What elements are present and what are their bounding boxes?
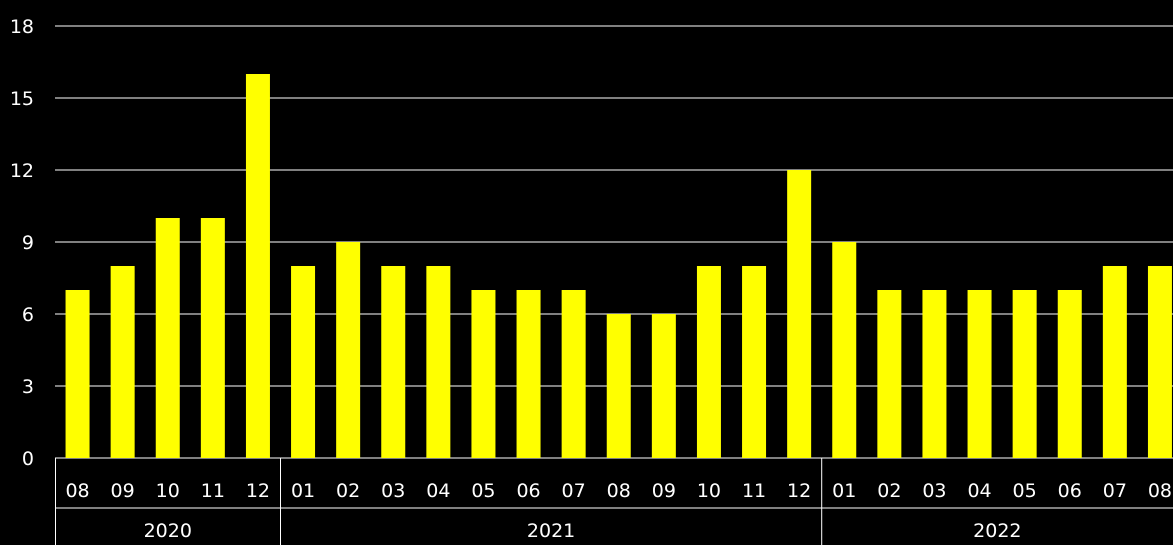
x-category-label: 11 — [201, 480, 225, 502]
bar — [200, 218, 225, 458]
x-category-label: 08 — [607, 480, 631, 502]
bar — [110, 266, 135, 458]
x-axis: 08 09 10 11 12 01 02 03 04 05 06 07 08 09 10 11 12 01 02 03… — [55, 458, 1173, 545]
bar — [381, 266, 406, 458]
bar — [336, 242, 361, 458]
bar — [155, 218, 180, 458]
x-category-label: 02 — [877, 480, 901, 502]
x-category-label: 01 — [832, 480, 856, 502]
y-tick-label: 15 — [10, 88, 34, 110]
x-group-label: 2020 — [144, 520, 192, 542]
x-category-label: 04 — [967, 480, 991, 502]
x-category-label: 02 — [336, 480, 360, 502]
x-category-label: 09 — [111, 480, 135, 502]
x-group-label: 2021 — [527, 520, 575, 542]
x-category-label: 11 — [742, 480, 766, 502]
bar — [1102, 266, 1127, 458]
x-category-label: 12 — [246, 480, 270, 502]
y-tick-label: 9 — [22, 232, 34, 254]
x-category-label: 06 — [1058, 480, 1082, 502]
y-tick-label: 6 — [22, 304, 34, 326]
bar — [471, 290, 496, 458]
y-tick-label: 12 — [10, 160, 34, 182]
x-category-label: 05 — [471, 480, 495, 502]
x-category-label: 08 — [1148, 480, 1172, 502]
x-category-label: 12 — [787, 480, 811, 502]
bar — [696, 266, 721, 458]
bar — [877, 290, 902, 458]
x-category-label: 10 — [156, 480, 180, 502]
x-category-label: 01 — [291, 480, 315, 502]
x-category-label: 04 — [426, 480, 450, 502]
bar — [651, 314, 676, 458]
bar — [742, 266, 767, 458]
x-category-label: 07 — [562, 480, 586, 502]
x-group-label: 2022 — [973, 520, 1021, 542]
y-tick-label: 0 — [22, 448, 34, 470]
x-category-label: 07 — [1103, 480, 1127, 502]
bar — [787, 170, 812, 458]
bars — [65, 74, 1172, 458]
bar — [967, 290, 992, 458]
x-category-label: 09 — [652, 480, 676, 502]
y-tick-label: 3 — [22, 376, 34, 398]
bar — [832, 242, 857, 458]
bar — [561, 290, 586, 458]
x-category-label: 03 — [922, 480, 946, 502]
bar — [1057, 290, 1082, 458]
x-category-label: 06 — [516, 480, 540, 502]
x-category-label: 10 — [697, 480, 721, 502]
x-category-label: 05 — [1013, 480, 1037, 502]
bar — [1147, 266, 1172, 458]
bar — [516, 290, 541, 458]
bar — [606, 314, 631, 458]
bar — [245, 74, 270, 458]
x-category-label: 03 — [381, 480, 405, 502]
x-category-label: 08 — [65, 480, 89, 502]
bar — [65, 290, 90, 458]
bar — [1012, 290, 1037, 458]
bar — [291, 266, 316, 458]
y-axis-tick-labels: 0 3 6 9 12 15 18 — [10, 16, 34, 470]
bar — [426, 266, 451, 458]
y-tick-label: 18 — [10, 16, 34, 38]
bar — [922, 290, 947, 458]
